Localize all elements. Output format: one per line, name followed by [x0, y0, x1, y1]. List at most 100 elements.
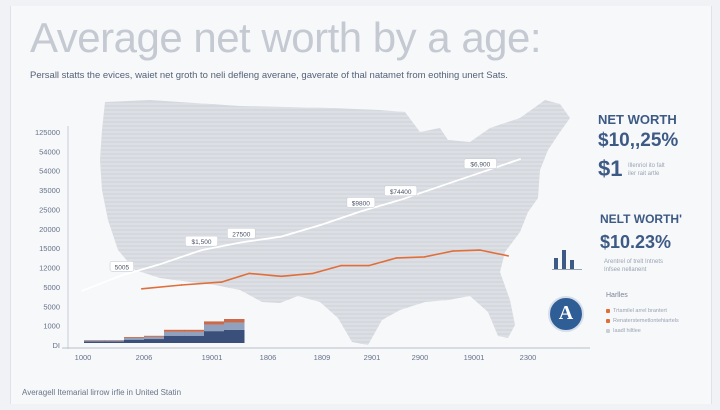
net-worth-label: NET WORTH [598, 112, 677, 127]
series-point [340, 264, 342, 267]
series-point [220, 281, 223, 283]
area-segment [184, 329, 205, 332]
area-segment [224, 322, 245, 330]
page-subtitle: Persall statts the evices, waiet net gro… [30, 70, 508, 81]
series-point [360, 210, 362, 213]
x-tick-label: 19001 [464, 353, 485, 362]
y-tick-label: DI [53, 341, 61, 350]
area-segment [144, 339, 165, 343]
legend-item-2-label: Renaterstemetlontehiartels [613, 318, 679, 324]
y-tick-label: 54000 [39, 167, 60, 176]
series-point [439, 185, 442, 188]
x-tick-label: 1806 [260, 353, 277, 362]
series-point [423, 256, 426, 258]
net-worth-secondary-value: $1 [598, 156, 623, 181]
y-tick-label: 1000 [43, 322, 60, 331]
area-segment [164, 335, 185, 343]
x-tick-label: 2300 [520, 353, 537, 362]
legend-item-1: Trtamilel arrel brantert [606, 308, 667, 314]
area-segment [124, 337, 145, 338]
data-label: $9800 [352, 200, 370, 207]
series-point [200, 249, 203, 251]
series-point [240, 241, 243, 244]
nelt-worth-note-line2: Infsee nellanent [604, 267, 647, 273]
area-segment [204, 324, 225, 332]
data-label: $6,900 [470, 162, 490, 169]
series-point [160, 262, 163, 265]
data-label: $74400 [390, 189, 412, 196]
data-label-box [185, 235, 219, 247]
series-point [507, 255, 510, 257]
x-tick-label: 1000 [75, 353, 92, 362]
x-tick-label: 19001 [202, 353, 223, 362]
series-point [320, 224, 322, 226]
chart-footnote: Averagell Itemarial lirrow irfie in Unit… [22, 388, 182, 397]
series-point [451, 250, 454, 252]
series-point [519, 158, 521, 160]
area-segment [224, 329, 245, 343]
y-tick-label: 5000 [43, 283, 60, 292]
area-segment [224, 319, 245, 323]
area-segment [124, 339, 145, 343]
series-point [479, 171, 482, 174]
y-tick-label: 20000 [39, 225, 60, 234]
area-segment [104, 341, 125, 343]
x-tick-label: 1809 [314, 353, 331, 362]
data-label-box [346, 197, 376, 208]
us-map-silhouette [100, 100, 570, 345]
area-segment [164, 331, 185, 336]
series-point [140, 288, 143, 290]
legend-item-2: Renaterstemetlontehiartels [606, 318, 679, 324]
series-point [395, 257, 398, 259]
series-point [180, 284, 183, 286]
nelt-worth-note-line1: Arentrel of trelt Intnets [604, 259, 664, 265]
data-label: 27500 [232, 231, 250, 238]
net-worth-note-line1: Illenriol ito falt [628, 163, 665, 169]
series-point [81, 289, 83, 292]
legend-item-1-label: Trtamilel arrel brantert [613, 308, 667, 314]
data-label-box [227, 228, 256, 239]
area-segment [184, 335, 205, 343]
series-point [280, 275, 282, 278]
page-title: Average net worth by a age: [30, 14, 542, 61]
net-worth-note-line2: iler rait artle [628, 171, 660, 177]
y-tick-label: 5000 [43, 302, 60, 311]
x-tick-label: 2006 [136, 353, 153, 362]
series-point [248, 272, 251, 275]
legend-item-3: Iaadl hiltlee [606, 328, 641, 334]
data-label: 5005 [115, 264, 130, 271]
series-point [121, 274, 123, 277]
series-point [312, 272, 314, 275]
legend-title: Harlles [606, 292, 628, 299]
area-segment [204, 331, 225, 343]
data-label-box [463, 158, 497, 169]
data-label-box [109, 260, 134, 272]
nelt-worth-label: NELT WORTH' [600, 212, 682, 226]
area-segment [144, 336, 165, 340]
area-segment [104, 340, 125, 342]
bar-chart-icon [552, 250, 582, 270]
series-line-white [81, 158, 521, 292]
y-tick-label: 54000 [39, 147, 60, 156]
net-worth-value: $10,,25% [598, 130, 679, 151]
y-tick-label: 35000 [39, 186, 60, 195]
y-tick-label: 12000 [39, 264, 60, 273]
seal-icon: A [548, 296, 584, 332]
y-tick-label: 25000 [39, 205, 60, 214]
area-segment [84, 340, 105, 342]
area-segment [84, 341, 105, 343]
series-point [368, 264, 370, 267]
series-point [479, 249, 482, 251]
area-segment [204, 321, 225, 325]
x-tick-label: 2901 [364, 353, 381, 362]
legend-item-3-label: Iaadl hiltlee [613, 328, 641, 334]
y-tick-label: 15000 [39, 244, 60, 253]
data-label: $1,500 [192, 239, 212, 246]
area-segment [164, 329, 185, 332]
nelt-worth-value: $10.23% [600, 232, 672, 252]
data-label-box [384, 185, 418, 197]
x-tick-label: 2900 [412, 353, 429, 362]
area-segment [144, 335, 165, 337]
series-point [399, 198, 402, 201]
